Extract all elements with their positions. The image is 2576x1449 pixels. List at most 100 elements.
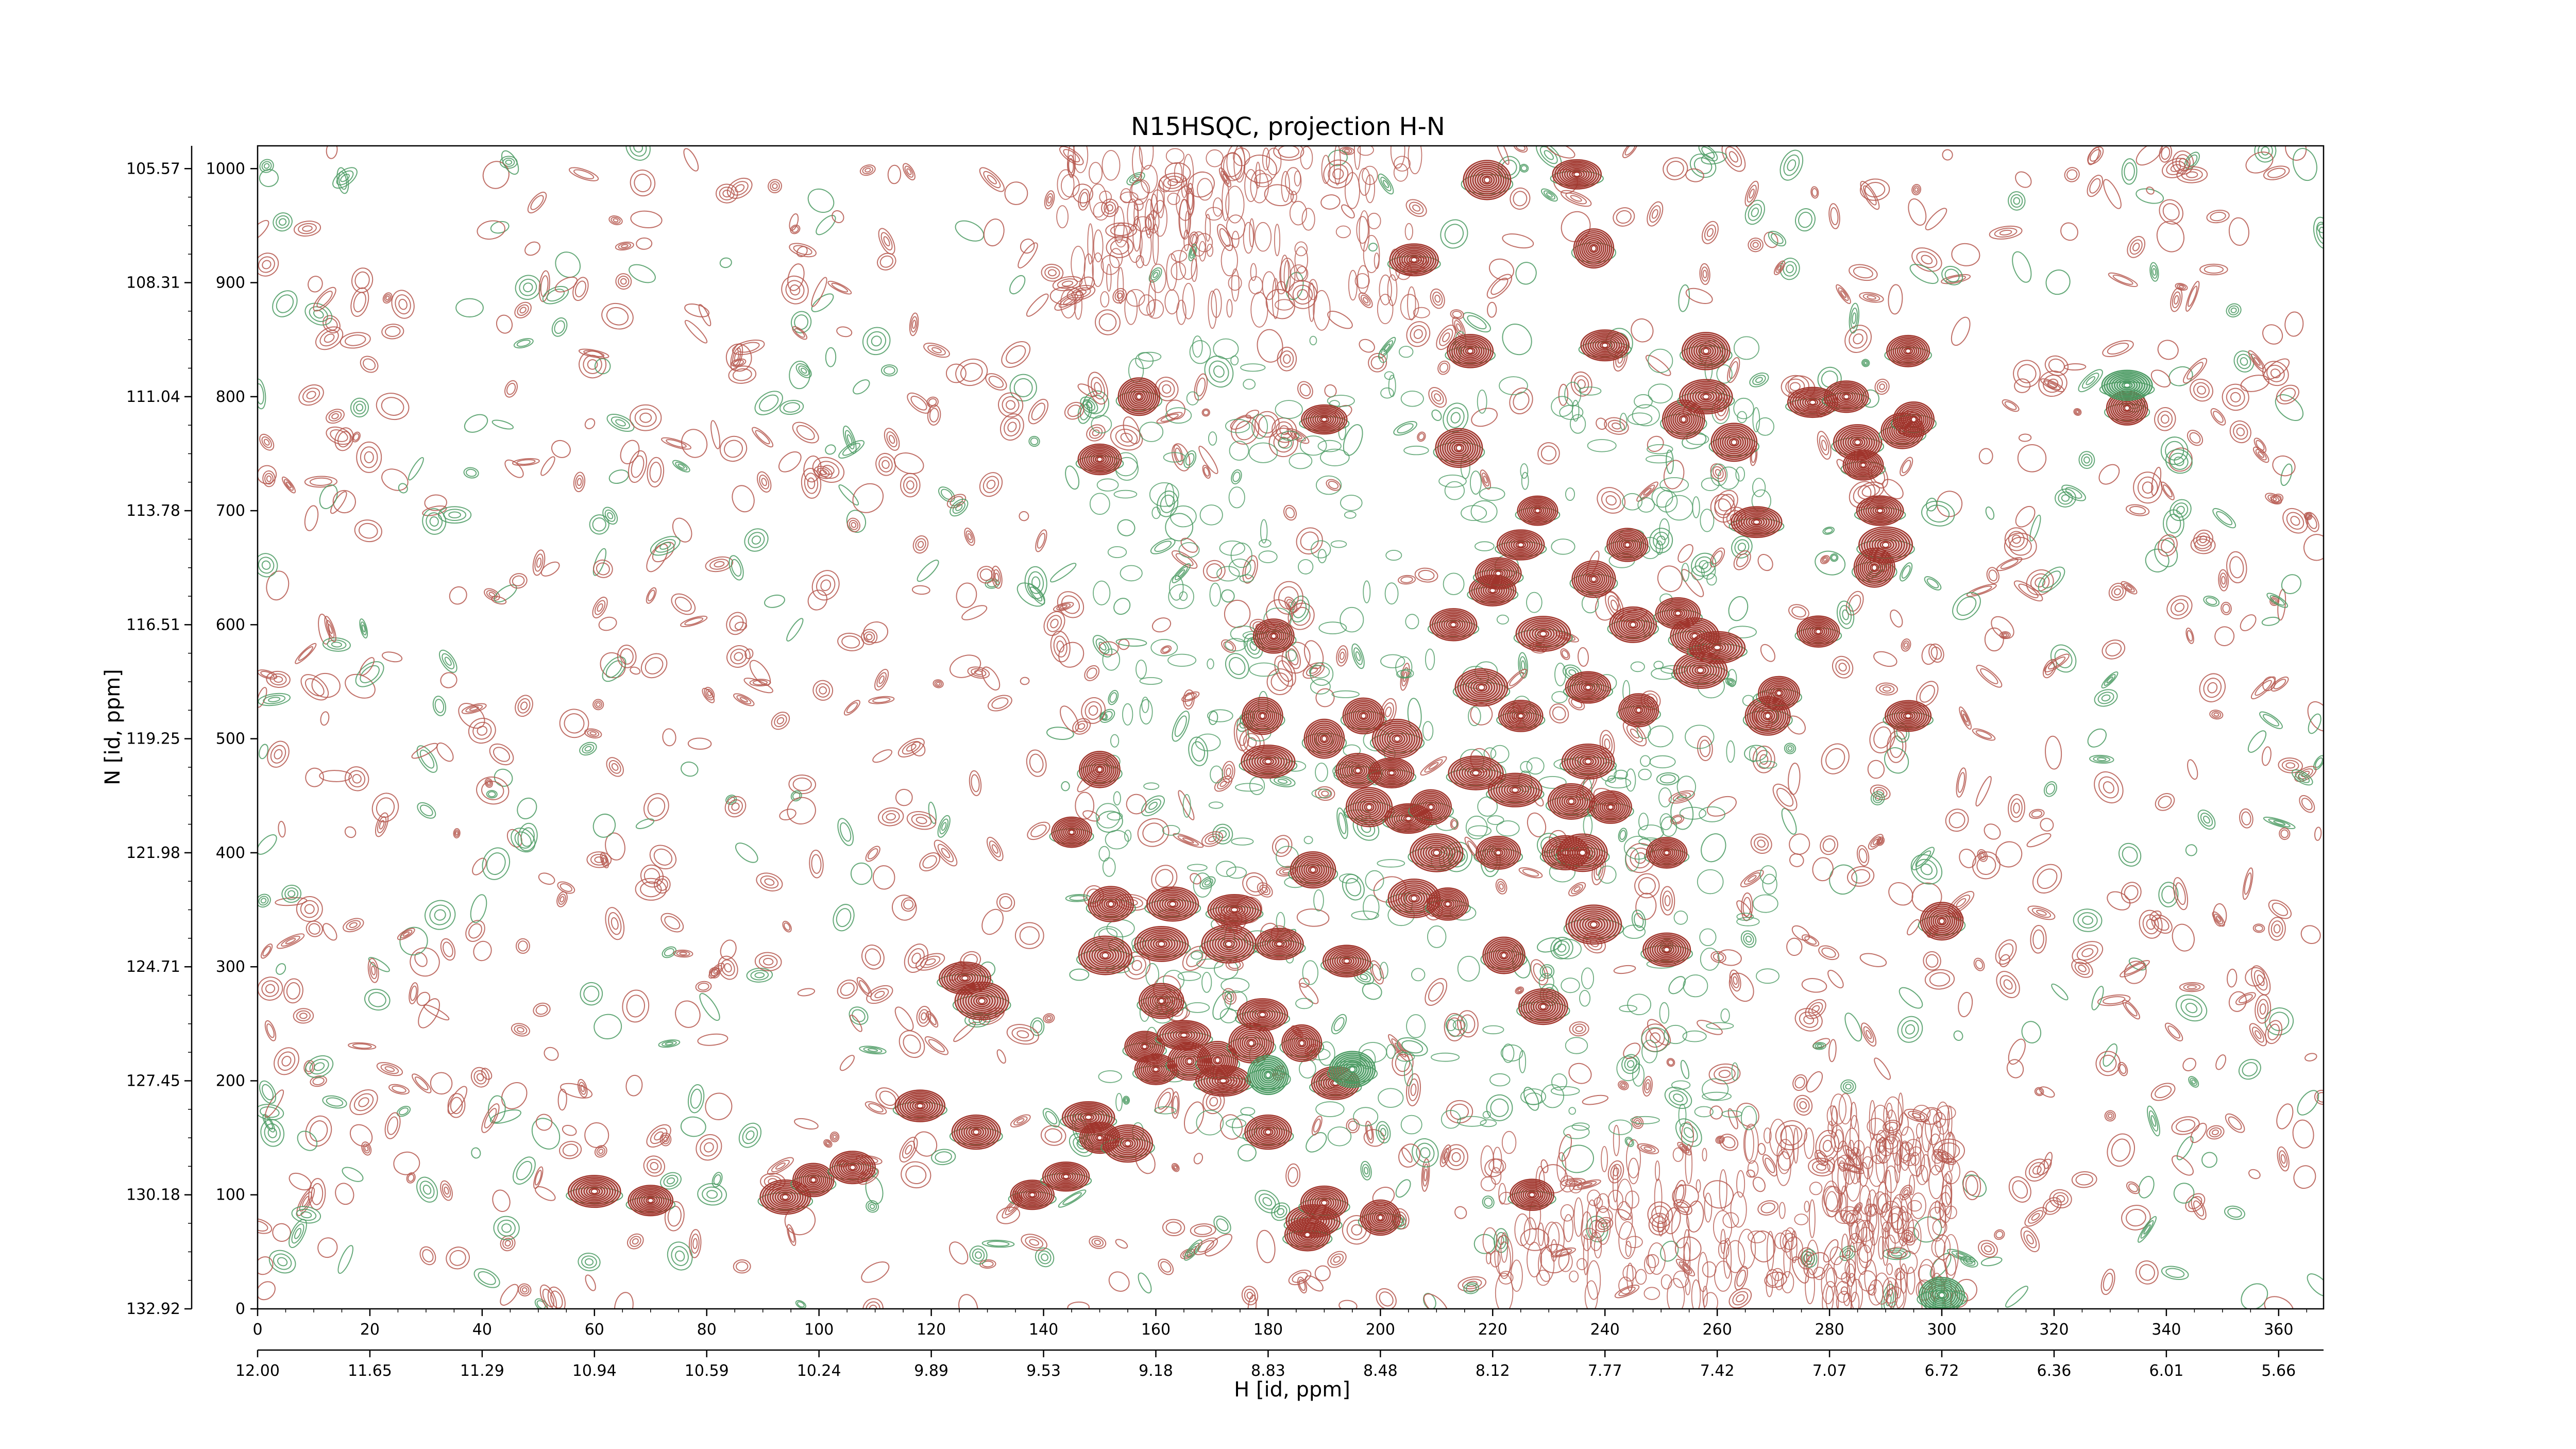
- positive-noise-contour: [911, 814, 932, 827]
- artifact-contour: [1906, 1219, 1922, 1255]
- positive-noise-contour: [1202, 1089, 1225, 1115]
- peak-contour-ring: [1550, 785, 1593, 818]
- negative-noise-contour: [1420, 1147, 1431, 1159]
- peak-contour-ring: [1456, 761, 1496, 786]
- artifact-contour: [1377, 294, 1394, 324]
- positive-noise-contour: [662, 728, 676, 747]
- negative-noise-contour: [592, 814, 616, 838]
- negative-noise-contour: [1175, 566, 1188, 580]
- negative-haze-contour: [1422, 721, 1434, 741]
- negative-noise-contour: [735, 843, 758, 863]
- positive-peak: [1077, 1121, 1123, 1154]
- peak-contour-ring: [1537, 630, 1550, 638]
- negative-noise-contour: [833, 904, 855, 932]
- negative-noise-contour: [261, 1084, 274, 1101]
- positive-noise-contour: [601, 302, 634, 330]
- peak-contour-ring: [802, 1171, 824, 1189]
- negative-haze-contour: [1502, 1043, 1515, 1063]
- positive-noise-contour: [1274, 581, 1303, 615]
- peak-contour-ring: [845, 1162, 860, 1173]
- peak-contour-ring: [1293, 1035, 1311, 1051]
- peak-core: [1579, 849, 1586, 856]
- positive-noise-contour: [1966, 583, 1997, 597]
- positive-noise-contour: [2257, 974, 2265, 986]
- positive-noise-contour: [487, 781, 491, 785]
- positive-noise-contour: [803, 455, 822, 483]
- peak-contour-ring: [1070, 1106, 1108, 1129]
- negative-haze-contour: [1208, 801, 1224, 809]
- positive-peak: [1369, 718, 1425, 759]
- negative-noise-contour: [1780, 258, 1800, 280]
- negative-noise-contour: [259, 169, 279, 187]
- positive-noise-contour: [1748, 238, 1764, 252]
- positive-noise-contour: [1996, 971, 2020, 998]
- artifact-contour: [1672, 1147, 1684, 1162]
- positive-noise-contour: [596, 702, 601, 707]
- positive-noise-contour: [517, 698, 531, 714]
- negative-haze-contour: [1681, 563, 1690, 582]
- positive-noise-contour: [1247, 1294, 1257, 1309]
- peak-contour-ring: [1628, 701, 1649, 719]
- positive-noise-contour: [710, 969, 719, 977]
- positive-noise-contour: [816, 683, 831, 698]
- artifact-contour: [1139, 146, 1154, 170]
- positive-noise-contour: [608, 912, 622, 935]
- positive-noise-contour: [1862, 293, 1880, 301]
- positive-noise-contour: [796, 425, 815, 441]
- positive-noise-contour: [384, 1112, 401, 1139]
- peak-contour-ring: [1807, 623, 1829, 640]
- negative-noise-contour: [1216, 1218, 1229, 1232]
- positive-noise-contour: [901, 1161, 931, 1189]
- negative-noise-contour: [273, 1253, 292, 1270]
- positive-peak: [1240, 697, 1285, 735]
- negative-haze-contour: [1258, 550, 1278, 563]
- negative-haze-contour: [1340, 495, 1363, 511]
- peak-contour-ring: [1178, 1032, 1190, 1039]
- positive-noise-contour: [2028, 1210, 2044, 1224]
- peak-contour-ring: [1264, 934, 1295, 954]
- peak-contour-ring: [1386, 769, 1397, 777]
- negative-noise-contour: [852, 1009, 866, 1022]
- positive-noise-contour: [353, 1093, 374, 1111]
- peak-contour-ring: [1058, 1171, 1074, 1182]
- artifact-contour: [1127, 224, 1143, 263]
- artifact-contour: [1612, 1165, 1619, 1203]
- positive-noise-contour: [630, 210, 663, 228]
- positive-noise-contour: [300, 900, 319, 918]
- positive-noise-contour: [1571, 884, 1583, 895]
- positive-noise-contour: [1450, 309, 1464, 320]
- negative-noise-contour: [278, 218, 287, 226]
- positive-noise-contour: [2150, 369, 2171, 387]
- peak-contour-ring: [1357, 797, 1381, 818]
- negative-noise-contour: [589, 514, 609, 535]
- peak-contour-ring: [1592, 337, 1618, 354]
- positive-noise-contour: [1296, 527, 1323, 555]
- negative-haze-contour: [1380, 387, 1394, 399]
- negative-noise-contour: [300, 1211, 312, 1219]
- positive-noise-contour: [1709, 1105, 1723, 1120]
- positive-noise-contour: [2249, 1023, 2267, 1047]
- negative-noise-contour: [1536, 937, 1562, 953]
- positive-noise-contour: [326, 146, 338, 159]
- peak-shadow-contour: [1604, 540, 1651, 558]
- peak-contour-ring: [1292, 853, 1334, 887]
- peak-contour-ring: [1599, 798, 1622, 816]
- positive-noise-contour: [936, 682, 941, 686]
- peak-contour-ring: [1597, 797, 1624, 818]
- positive-noise-contour: [831, 1133, 838, 1141]
- negative-noise-contour: [764, 594, 785, 608]
- positive-noise-contour: [1423, 1293, 1449, 1309]
- negative-haze-contour: [1398, 346, 1414, 358]
- positive-noise-contour: [1280, 350, 1294, 368]
- peak-shadow-contour: [1677, 392, 1735, 410]
- positive-noise-contour: [615, 273, 632, 290]
- negative-noise-contour: [1941, 265, 1963, 285]
- positive-noise-contour: [1996, 557, 2023, 571]
- artifact-contour: [1501, 1131, 1517, 1154]
- positive-noise-contour: [2286, 512, 2304, 530]
- negative-haze-contour: [1619, 413, 1628, 431]
- peak-contour-ring: [1496, 778, 1535, 803]
- positive-noise-contour: [1873, 786, 1888, 798]
- positive-noise-contour: [2024, 1207, 2047, 1227]
- positive-noise-contour: [1420, 756, 1447, 776]
